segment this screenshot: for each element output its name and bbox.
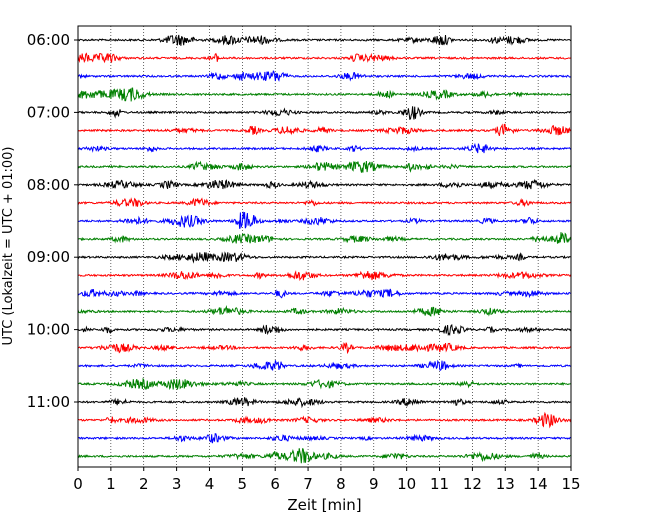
x-tick-label: 13: [496, 475, 515, 493]
seismic-trace: [77, 251, 571, 264]
y-axis-ticks: 06:00 07:00 08:00 09:00 10:00 11:00: [27, 31, 78, 411]
seismic-trace: [77, 411, 572, 429]
seismic-trace: [77, 305, 572, 317]
y-tick-label: 11:00: [27, 393, 70, 411]
y-tick-label: 07:00: [27, 103, 70, 121]
seismic-trace: [77, 377, 571, 391]
x-tick-label: 12: [463, 475, 482, 493]
y-tick-label: 08:00: [27, 176, 70, 194]
x-axis-ticks: 0 1 2 3 4 5 6 7 8 9 10 11 12 13 14 15: [73, 467, 581, 493]
seismic-trace: [77, 270, 572, 282]
seismic-trace: [77, 142, 572, 154]
seismic-trace: [77, 34, 572, 46]
y-axis-label: UTC (Lokalzeit = UTC + 01:00): [1, 147, 16, 346]
seismic-trace: [77, 288, 571, 299]
seismic-traces: [77, 34, 572, 464]
x-tick-label: 8: [336, 475, 346, 493]
x-tick-label: 1: [106, 475, 116, 493]
x-tick-label: 7: [303, 475, 313, 493]
seismic-trace: [77, 106, 572, 120]
x-tick-label: 4: [205, 475, 215, 493]
x-tick-label: 14: [529, 475, 548, 493]
x-tick-label: 2: [139, 475, 149, 493]
seismic-trace: [77, 342, 571, 355]
plot-frame: [77, 25, 572, 468]
x-tick-label: 10: [397, 475, 416, 493]
seismic-trace: [77, 197, 572, 208]
x-tick-label: 5: [238, 475, 248, 493]
seismic-trace: [77, 211, 572, 229]
seismic-trace: [77, 232, 572, 244]
seismic-trace: [77, 448, 571, 464]
seismic-trace: [77, 52, 572, 64]
x-tick-label: 0: [73, 475, 83, 493]
x-axis-label: Zeit [min]: [287, 496, 361, 514]
x-tick-label: 15: [561, 475, 580, 493]
y-tick-label: 09:00: [27, 248, 70, 266]
y-tick-label: 06:00: [27, 31, 70, 49]
seismic-trace: [77, 433, 571, 444]
seismic-trace: [77, 178, 571, 190]
seismic-trace: [77, 323, 572, 336]
seismic-trace: [77, 123, 572, 137]
y-tick-label: 10:00: [27, 321, 70, 339]
x-tick-label: 3: [172, 475, 182, 493]
x-tick-label: 9: [369, 475, 379, 493]
seismic-trace: [77, 396, 571, 409]
seismic-trace: [77, 359, 572, 371]
x-tick-label: 11: [430, 475, 449, 493]
seismic-trace: [77, 160, 572, 173]
x-tick-label: 6: [270, 475, 280, 493]
seismic-trace: [77, 70, 571, 82]
seismic-trace: [77, 87, 572, 102]
